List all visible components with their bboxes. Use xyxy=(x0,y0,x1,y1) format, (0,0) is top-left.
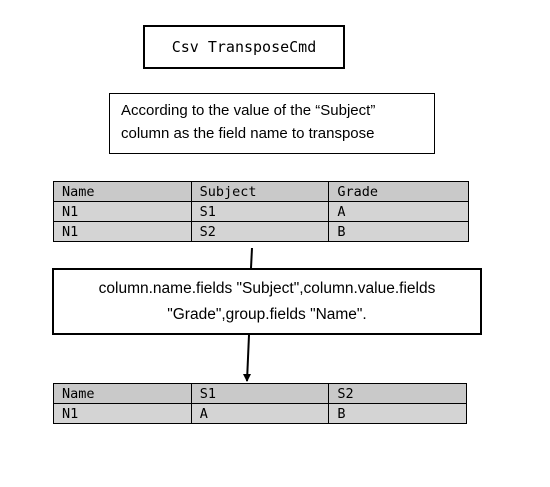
table-cell: N1 xyxy=(53,403,192,424)
table-cell: S1 xyxy=(190,201,330,222)
arrow-line xyxy=(243,334,251,382)
title-text: Csv TransposeCmd xyxy=(171,38,317,56)
params-box: column.name.fields "Subject",column.valu… xyxy=(52,268,482,335)
table-row: N1 A B xyxy=(53,403,467,424)
table-cell: S2 xyxy=(190,221,330,242)
header-cell: S2 xyxy=(328,383,467,404)
title-box: Csv TransposeCmd xyxy=(143,25,345,69)
table-row: N1 S2 B xyxy=(53,221,469,242)
connector-line-top xyxy=(250,247,253,269)
table-cell: N1 xyxy=(53,221,192,242)
header-cell: S1 xyxy=(190,383,330,404)
table-cell: N1 xyxy=(53,201,192,222)
header-cell: Name xyxy=(53,383,192,404)
table-header-row: Name S1 S2 xyxy=(53,383,467,404)
description-box: According to the value of the “Subject” … xyxy=(109,93,435,154)
table-cell: A xyxy=(190,403,330,424)
output-table: Name S1 S2 N1 A B xyxy=(53,383,467,424)
table-cell: B xyxy=(328,403,467,424)
table-cell: B xyxy=(328,221,469,242)
input-table: Name Subject Grade N1 S1 A N1 S2 B xyxy=(53,181,469,242)
table-row: N1 S1 A xyxy=(53,201,469,222)
description-text: According to the value of the “Subject” … xyxy=(121,102,376,142)
params-text: column.name.fields "Subject",column.valu… xyxy=(98,279,436,323)
header-cell: Subject xyxy=(190,181,330,202)
